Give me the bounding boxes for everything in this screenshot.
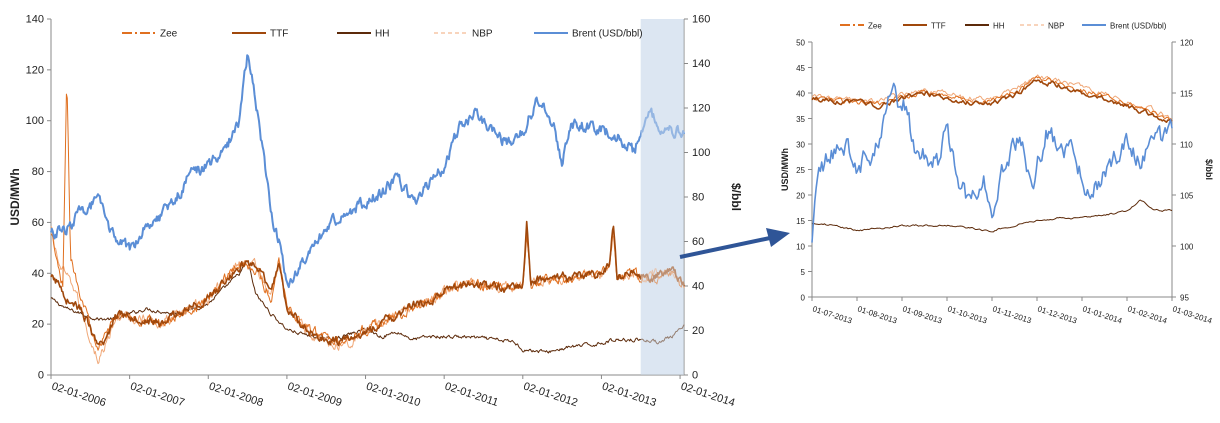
y-tick-label: 10 — [796, 243, 805, 252]
y-tick-label: 140 — [26, 14, 44, 26]
legend-label: NBP — [1048, 22, 1064, 31]
x-tick-label: 01-02-2014 — [1126, 304, 1168, 325]
x-tick-label: 02-01-2013 — [601, 380, 658, 409]
y2-tick-label: 120 — [692, 103, 710, 115]
y2-tick-label: 160 — [692, 14, 710, 26]
y2-tick-label: 80 — [692, 192, 704, 204]
x-tick-label: 02-01-2014 — [679, 380, 736, 409]
y2-axis-title: $/bbl — [729, 183, 743, 211]
y-tick-label: 25 — [796, 166, 805, 175]
series-line-ttf — [811, 79, 1173, 123]
y-tick-label: 80 — [32, 166, 44, 178]
zoom-arrow — [679, 228, 790, 259]
y2-tick-label: 0 — [692, 370, 698, 382]
y-tick-label: 100 — [26, 115, 44, 127]
y2-tick-label: 20 — [692, 325, 704, 337]
x-tick-label: 02-01-2012 — [522, 380, 579, 409]
y-axis-title: USD/MWh — [780, 148, 790, 191]
y-tick-label: 20 — [796, 192, 805, 201]
legend: Zee TTF HH NBP Brent (USD/bbl) — [840, 22, 1167, 31]
legend-label: Brent (USD/bbl) — [1110, 22, 1167, 31]
legend-label: Brent (USD/bbl) — [572, 29, 643, 40]
y-tick-label: 40 — [796, 90, 805, 99]
y-tick-label: 20 — [32, 319, 44, 331]
legend: Zee TTF HH NBP Brent (USD/bbl) — [122, 29, 643, 40]
series-line-brent-usd-bbl — [811, 82, 1173, 243]
highlight-region — [640, 19, 684, 375]
x-tick-label: 01-08-2013 — [856, 304, 898, 325]
y-axis-title: USD/MWh — [8, 168, 22, 225]
series-line-nbp — [50, 226, 685, 365]
legend-label: TTF — [270, 29, 288, 40]
y2-tick-label: 95 — [1180, 294, 1189, 303]
y-tick-label: 120 — [26, 64, 44, 76]
series-line-zee — [811, 75, 1173, 122]
x-tick-label: 02-01-2011 — [443, 380, 499, 409]
y-tick-label: 50 — [796, 39, 805, 48]
y-tick-label: 45 — [796, 64, 805, 73]
y2-tick-label: 105 — [1180, 192, 1194, 201]
x-tick-label: 02-01-2010 — [365, 380, 422, 409]
y-tick-label: 0 — [801, 294, 806, 303]
y2-tick-label: 140 — [692, 58, 710, 70]
x-tick-label: 01-09-2013 — [901, 304, 943, 325]
series-line-nbp — [811, 74, 1173, 121]
y-tick-label: 0 — [38, 370, 44, 382]
y-tick-label: 30 — [796, 141, 805, 150]
y2-tick-label: 40 — [692, 281, 704, 293]
y2-tick-label: 110 — [1180, 141, 1193, 150]
legend-label: TTF — [931, 22, 946, 31]
series-line-hh — [811, 199, 1173, 233]
highlight-overlay — [640, 19, 684, 375]
legend-label: HH — [993, 22, 1005, 31]
x-tick-label: 01-10-2013 — [946, 304, 988, 325]
arrow-head — [766, 228, 790, 247]
y2-tick-label: 100 — [1180, 243, 1194, 252]
y2-tick-label: 100 — [692, 147, 710, 159]
series-line-zee — [50, 93, 685, 351]
y-tick-label: 15 — [796, 217, 805, 226]
x-tick-label: 02-01-2006 — [50, 380, 107, 409]
x-tick-label: 02-01-2009 — [286, 380, 343, 409]
y2-tick-label: 60 — [692, 236, 704, 248]
x-tick-label: 01-11-2013 — [991, 304, 1033, 325]
x-tick-label: 01-07-2013 — [811, 304, 853, 325]
y2-tick-label: 115 — [1180, 90, 1193, 99]
x-tick-label: 02-01-2008 — [207, 380, 264, 409]
y-tick-label: 35 — [796, 115, 805, 124]
y-tick-label: 40 — [32, 268, 44, 280]
x-tick-label: 01-12-2013 — [1036, 304, 1078, 325]
y-tick-label: 5 — [801, 268, 806, 277]
x-tick-label: 02-01-2007 — [129, 380, 186, 409]
x-tick-label: 01-03-2014 — [1171, 304, 1213, 325]
y2-tick-label: 120 — [1180, 39, 1194, 48]
legend-label: Zee — [160, 29, 178, 40]
y-tick-label: 60 — [32, 217, 44, 229]
series-line-ttf — [50, 220, 685, 347]
chart-1: 0 20 40 60 80 100 120 140 0 20 40 60 80 100 120 140 160 0… — [8, 14, 743, 410]
series-line-brent-usd-bbl — [50, 54, 685, 289]
legend-label: Zee — [868, 22, 882, 31]
x-tick-label: 01-01-2014 — [1081, 304, 1123, 325]
legend-label: NBP — [472, 29, 493, 40]
legend-label: HH — [375, 29, 389, 40]
y2-axis-title: $/bbl — [1204, 159, 1214, 180]
chart-2: 0 5 10 15 20 25 30 35 40 45 50 95 100 105 110 115 120 01-… — [780, 22, 1214, 326]
arrow-shaft — [679, 236, 771, 259]
